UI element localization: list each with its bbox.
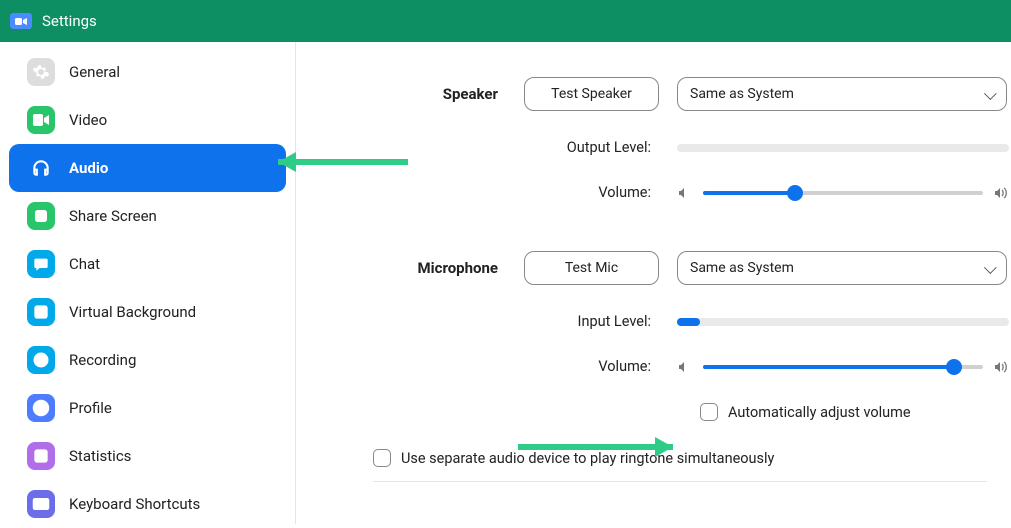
stats-icon bbox=[27, 442, 55, 470]
speaker-volume-label: Volume: bbox=[489, 184, 659, 201]
profile-icon bbox=[27, 394, 55, 422]
person-icon bbox=[27, 298, 55, 326]
section-divider bbox=[373, 481, 987, 482]
output-level-meter bbox=[677, 144, 1009, 152]
sidebar-item-vb[interactable]: Virtual Background bbox=[9, 288, 286, 336]
chat-icon bbox=[27, 250, 55, 278]
settings-sidebar: General Video Audio Share Screen Chat Virtual… bbox=[0, 42, 296, 524]
speaker-volume-row: Volume: bbox=[489, 184, 1011, 201]
microphone-device-value: Same as System bbox=[690, 260, 794, 276]
sidebar-item-profile[interactable]: Profile bbox=[9, 384, 286, 432]
speaker-title: Speaker bbox=[336, 85, 506, 103]
titlebar: Settings bbox=[0, 0, 1011, 42]
sidebar-item-label: Audio bbox=[69, 159, 108, 177]
app-logo-icon bbox=[10, 13, 32, 29]
input-level-meter bbox=[677, 318, 1009, 326]
speaker-device-value: Same as System bbox=[690, 86, 794, 102]
window-title: Settings bbox=[42, 12, 97, 30]
separate-ringtone-label: Use separate audio device to play ringto… bbox=[401, 450, 774, 467]
auto-adjust-volume-checkbox[interactable] bbox=[700, 403, 718, 421]
output-level-label: Output Level: bbox=[489, 139, 659, 156]
volume-low-icon bbox=[677, 186, 693, 200]
sidebar-item-chat[interactable]: Chat bbox=[9, 240, 286, 288]
auto-adjust-volume-label: Automatically adjust volume bbox=[728, 404, 911, 421]
microphone-section: Microphone Test Mic Same as System bbox=[336, 251, 1011, 285]
speaker-volume-slider[interactable] bbox=[703, 191, 983, 195]
sidebar-item-label: Statistics bbox=[69, 447, 131, 465]
sidebar-item-stats[interactable]: Statistics bbox=[9, 432, 286, 480]
mic-volume-row: Volume: bbox=[489, 358, 1011, 375]
mic-input-level-row: Input Level: bbox=[489, 313, 1011, 330]
test-speaker-button[interactable]: Test Speaker bbox=[524, 77, 659, 111]
volume-high-icon bbox=[993, 186, 1009, 200]
sidebar-item-audio[interactable]: Audio bbox=[9, 144, 286, 192]
sidebar-item-label: Keyboard Shortcuts bbox=[69, 495, 200, 513]
speaker-device-select[interactable]: Same as System bbox=[677, 77, 1007, 111]
test-mic-button[interactable]: Test Mic bbox=[524, 251, 659, 285]
sidebar-item-video[interactable]: Video bbox=[9, 96, 286, 144]
keyboard-icon bbox=[27, 490, 55, 518]
speaker-section: Speaker Test Speaker Same as System bbox=[336, 77, 1011, 111]
record-icon bbox=[27, 346, 55, 374]
input-level-label: Input Level: bbox=[489, 313, 659, 330]
audio-settings-panel: Speaker Test Speaker Same as System Outp… bbox=[296, 42, 1011, 524]
separate-ringtone-row: Use separate audio device to play ringto… bbox=[373, 449, 1011, 467]
sidebar-item-label: Share Screen bbox=[69, 207, 157, 225]
sidebar-item-label: Profile bbox=[69, 399, 112, 417]
sidebar-item-label: Recording bbox=[69, 351, 136, 369]
sidebar-item-keyboard[interactable]: Keyboard Shortcuts bbox=[9, 480, 286, 528]
speaker-output-level-row: Output Level: bbox=[489, 139, 1011, 156]
mic-volume-label: Volume: bbox=[489, 358, 659, 375]
sidebar-item-share[interactable]: Share Screen bbox=[9, 192, 286, 240]
sidebar-item-label: Virtual Background bbox=[69, 303, 196, 321]
separate-ringtone-checkbox[interactable] bbox=[373, 449, 391, 467]
sidebar-item-label: General bbox=[69, 63, 120, 81]
microphone-device-select[interactable]: Same as System bbox=[677, 251, 1007, 285]
sidebar-item-label: Chat bbox=[69, 255, 100, 273]
microphone-title: Microphone bbox=[336, 259, 506, 277]
volume-low-icon bbox=[677, 360, 693, 374]
video-icon bbox=[27, 106, 55, 134]
share-icon bbox=[27, 202, 55, 230]
gear-icon bbox=[27, 58, 55, 86]
auto-adjust-volume-row: Automatically adjust volume bbox=[700, 403, 1011, 421]
mic-volume-slider[interactable] bbox=[703, 365, 983, 369]
volume-high-icon bbox=[993, 360, 1009, 374]
headphones-icon bbox=[27, 154, 55, 182]
sidebar-item-general[interactable]: General bbox=[9, 48, 286, 96]
sidebar-item-recording[interactable]: Recording bbox=[9, 336, 286, 384]
sidebar-item-label: Video bbox=[69, 111, 107, 129]
